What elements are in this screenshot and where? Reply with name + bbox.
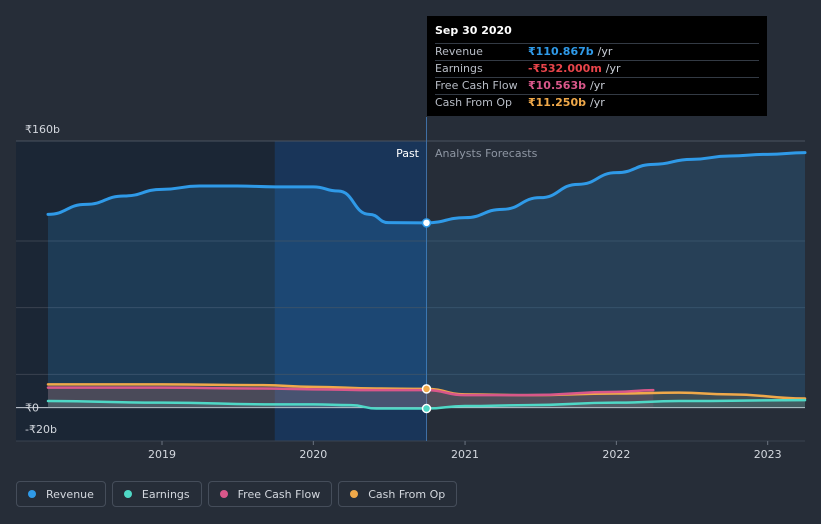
forecast-label: Analysts Forecasts bbox=[435, 147, 538, 160]
tooltip-row-cash-from-op: Cash From Op ₹11.250b /yr bbox=[435, 94, 759, 111]
x-tick-label: 2020 bbox=[299, 448, 327, 461]
tooltip-value: ₹11.250b bbox=[528, 96, 586, 109]
y-tick-label: ₹160b bbox=[25, 123, 60, 136]
legend-item-free-cash-flow[interactable]: Free Cash Flow bbox=[207, 481, 333, 507]
earnings-dot-icon bbox=[123, 490, 132, 498]
legend-label: Revenue bbox=[46, 487, 94, 501]
tooltip-row-earnings: Earnings -₹532.000m /yr bbox=[435, 60, 759, 77]
data-tooltip: Sep 30 2020 Revenue ₹110.867b /yr Earnin… bbox=[427, 16, 767, 116]
tooltip-value: ₹110.867b bbox=[528, 45, 594, 58]
earnings-marker bbox=[421, 403, 432, 414]
tooltip-value: -₹532.000m bbox=[528, 62, 602, 75]
x-tick-label: 2019 bbox=[148, 448, 176, 461]
tooltip-row-free-cash-flow: Free Cash Flow ₹10.563b /yr bbox=[435, 77, 759, 94]
tooltip-date: Sep 30 2020 bbox=[435, 24, 512, 37]
legend-item-earnings[interactable]: Earnings bbox=[111, 481, 202, 507]
x-tick-label: 2023 bbox=[754, 448, 782, 461]
legend-item-cash-from-op[interactable]: Cash From Op bbox=[338, 481, 458, 507]
tooltip-unit: /yr bbox=[589, 96, 605, 109]
x-tick-label: 2021 bbox=[451, 448, 479, 461]
cash-from-op-marker bbox=[421, 384, 432, 394]
earnings-area bbox=[48, 400, 805, 409]
revenue-marker bbox=[421, 218, 432, 228]
legend: Revenue Earnings Free Cash Flow Cash Fro… bbox=[16, 481, 458, 507]
tooltip-row-revenue: Revenue ₹110.867b /yr bbox=[435, 43, 759, 60]
x-axis-labels: 2019 2020 2021 2022 2023 bbox=[148, 441, 782, 461]
y-tick-label: ₹0 bbox=[25, 402, 39, 415]
revenue-dot-icon bbox=[28, 490, 36, 498]
y-axis-labels: ₹160b ₹0 -₹20b bbox=[25, 123, 60, 436]
y-tick-label: -₹20b bbox=[25, 423, 57, 436]
series-lines bbox=[46, 151, 807, 410]
cash-from-op-dot-icon bbox=[350, 490, 359, 498]
tooltip-value: ₹10.563b bbox=[528, 79, 586, 92]
past-label: Past bbox=[396, 147, 420, 160]
legend-label: Free Cash Flow bbox=[237, 487, 321, 501]
tooltip-label: Earnings bbox=[435, 62, 483, 75]
tooltip-unit: /yr bbox=[605, 62, 621, 75]
tooltip-unit: /yr bbox=[597, 45, 613, 58]
free-cash-flow-dot-icon bbox=[219, 490, 228, 498]
legend-item-revenue[interactable]: Revenue bbox=[16, 481, 106, 507]
legend-label: Earnings bbox=[141, 487, 190, 501]
revenue-area bbox=[48, 152, 805, 408]
tooltip-label: Revenue bbox=[435, 45, 483, 58]
tooltip-unit: /yr bbox=[589, 79, 605, 92]
earnings-line bbox=[46, 398, 807, 410]
revenue-line bbox=[46, 151, 807, 225]
tooltip-label: Free Cash Flow bbox=[435, 79, 518, 92]
tooltip-label: Cash From Op bbox=[435, 96, 513, 109]
series-markers bbox=[421, 218, 432, 414]
series-areas bbox=[48, 152, 805, 409]
free-cash-flow-line bbox=[46, 386, 655, 397]
x-tick-label: 2022 bbox=[602, 448, 630, 461]
legend-label: Cash From Op bbox=[368, 487, 446, 501]
